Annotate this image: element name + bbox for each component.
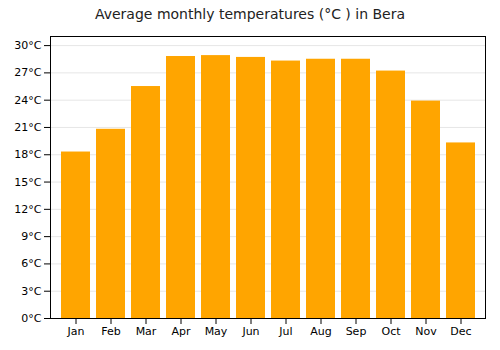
svg-text:21°C: 21°C bbox=[14, 121, 41, 134]
svg-text:Mar: Mar bbox=[136, 325, 157, 338]
svg-text:12°C: 12°C bbox=[14, 203, 41, 216]
svg-text:Dec: Dec bbox=[450, 325, 471, 338]
svg-text:Aug: Aug bbox=[310, 325, 331, 338]
svg-text:Jan: Jan bbox=[67, 325, 85, 338]
svg-text:Jun: Jun bbox=[241, 325, 259, 338]
svg-text:Jul: Jul bbox=[278, 325, 292, 338]
svg-text:9°C: 9°C bbox=[21, 230, 41, 243]
svg-text:Apr: Apr bbox=[171, 325, 191, 338]
svg-text:15°C: 15°C bbox=[14, 176, 41, 189]
svg-text:Oct: Oct bbox=[381, 325, 401, 338]
svg-text:30°C: 30°C bbox=[14, 39, 41, 52]
svg-text:0°C: 0°C bbox=[21, 312, 41, 325]
svg-text:18°C: 18°C bbox=[14, 148, 41, 161]
html-text:Average monthly temperatures (: Average monthly temperatures (°C ) in Be… bbox=[94, 6, 406, 22]
svg-text:Feb: Feb bbox=[101, 325, 120, 338]
svg-text:Sep: Sep bbox=[346, 325, 367, 338]
svg-text:3°C: 3°C bbox=[21, 285, 41, 298]
svg-text:Nov: Nov bbox=[415, 325, 437, 338]
svg-text:May: May bbox=[205, 325, 228, 338]
svg-text:27°C: 27°C bbox=[14, 66, 41, 79]
svg-text:24°C: 24°C bbox=[14, 94, 41, 107]
svg-text:6°C: 6°C bbox=[21, 257, 41, 270]
